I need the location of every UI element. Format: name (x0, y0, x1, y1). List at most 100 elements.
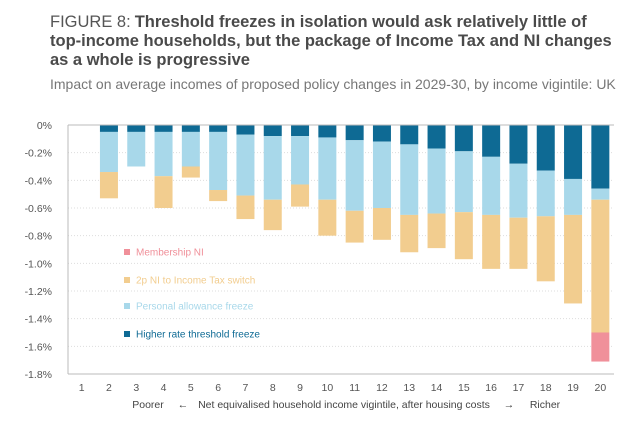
legend-swatch-personal-allowance (124, 303, 130, 309)
bar-ni-switch-20 (591, 199, 610, 333)
bar-personal-allowance-4 (154, 131, 173, 177)
x-tick-label: 17 (513, 382, 525, 394)
bar-ni-switch-15 (454, 212, 473, 260)
bar-higher-rate-4 (154, 125, 173, 132)
chart-subtitle: Impact on average incomes of proposed po… (50, 76, 616, 92)
legend-swatch-ni-switch (124, 277, 130, 283)
y-tick-label: -1.2% (25, 286, 52, 298)
bar-higher-rate-6 (209, 125, 228, 132)
bar-personal-allowance-15 (454, 151, 473, 213)
y-tick-label: -0.4% (25, 175, 52, 187)
legend-swatch-membership-ni (124, 249, 130, 255)
bar-layer (99, 125, 610, 362)
bar-higher-rate-18 (536, 125, 555, 171)
bar-higher-rate-3 (127, 125, 146, 132)
y-tick-label: -1.0% (25, 258, 52, 270)
legend-label-ni-switch: 2p NI to Income Tax switch (136, 276, 255, 287)
chart-title: FIGURE 8: Threshold freezes in isolation … (50, 13, 620, 70)
bar-personal-allowance-5 (181, 131, 200, 167)
bar-higher-rate-17 (509, 125, 528, 164)
bar-personal-allowance-14 (427, 148, 446, 214)
x-label-right-arrow: → (504, 399, 515, 411)
bar-higher-rate-2 (99, 125, 118, 132)
bar-ni-switch-16 (482, 214, 501, 269)
bar-ni-switch-4 (154, 176, 173, 208)
bar-personal-allowance-9 (291, 136, 310, 185)
x-tick-label: 6 (215, 382, 221, 394)
x-tick-label: 10 (322, 382, 334, 394)
x-tick-label: 9 (297, 382, 303, 394)
bar-personal-allowance-20 (591, 188, 610, 200)
x-label-center: Net equivalised household income viginti… (198, 399, 490, 411)
bar-personal-allowance-17 (509, 163, 528, 218)
bar-higher-rate-16 (482, 125, 501, 157)
bar-personal-allowance-16 (482, 156, 501, 215)
bar-higher-rate-14 (427, 125, 446, 149)
bar-ni-switch-11 (345, 210, 364, 243)
bar-higher-rate-9 (291, 125, 310, 137)
y-tick-label: -0.2% (25, 148, 52, 160)
bar-higher-rate-10 (318, 125, 337, 138)
bar-higher-rate-8 (263, 125, 282, 137)
bar-personal-allowance-18 (536, 170, 555, 217)
bar-personal-allowance-19 (564, 178, 583, 215)
bar-personal-allowance-2 (99, 131, 118, 173)
bar-ni-switch-6 (209, 190, 228, 202)
x-tick-label: 12 (376, 382, 388, 394)
bar-personal-allowance-8 (263, 136, 282, 200)
x-tick-label: 3 (133, 382, 139, 394)
x-tick-label: 20 (595, 382, 607, 394)
bar-personal-allowance-7 (236, 134, 255, 196)
bar-ni-switch-13 (400, 214, 419, 253)
y-tick-label: -0.6% (25, 203, 52, 215)
bar-ni-switch-5 (181, 166, 200, 178)
bar-membership-ni-20 (591, 332, 610, 362)
bar-ni-switch-18 (536, 216, 555, 282)
x-tick-label: 15 (458, 382, 470, 394)
bar-personal-allowance-13 (400, 144, 419, 215)
legend-label-higher-rate: Higher rate threshold freeze (136, 330, 260, 341)
axis-layer: 0% -0.2% -0.4% -0.6% -0.8% -1.0% -1.2% -1.4% -1.… (25, 120, 614, 394)
x-label-richer: Richer (530, 399, 561, 411)
legend-label-personal-allowance: Personal allowance freeze (136, 302, 254, 313)
bar-higher-rate-7 (236, 125, 255, 135)
x-tick-label: 5 (188, 382, 194, 394)
y-tick-label: 0% (37, 120, 52, 132)
bar-personal-allowance-3 (127, 131, 146, 167)
bar-higher-rate-19 (564, 125, 583, 179)
bar-ni-switch-10 (318, 199, 337, 236)
y-tick-label: -0.8% (25, 231, 52, 243)
bar-higher-rate-12 (372, 125, 391, 142)
title-text: Threshold freezes in isolation would ask… (50, 13, 612, 69)
legend-swatch-higher-rate (124, 331, 130, 337)
bar-personal-allowance-10 (318, 137, 337, 200)
x-label-poorer: Poorer (132, 399, 164, 411)
bar-ni-switch-9 (291, 184, 310, 207)
bar-personal-allowance-12 (372, 141, 391, 208)
x-tick-label: 4 (161, 382, 167, 394)
x-tick-label: 14 (431, 382, 443, 394)
bar-ni-switch-19 (564, 214, 583, 304)
bar-ni-switch-12 (372, 208, 391, 240)
legend-label-membership-ni: Membership NI (136, 248, 204, 259)
legend-layer: Membership NI 2p NI to Income Tax switch P… (124, 248, 260, 341)
x-tick-label: 11 (349, 382, 360, 394)
bar-higher-rate-15 (454, 125, 473, 152)
bar-ni-switch-2 (99, 172, 118, 199)
x-tick-label: 8 (270, 382, 276, 394)
bar-higher-rate-20 (591, 125, 610, 189)
bar-ni-switch-14 (427, 213, 446, 249)
x-label-left-arrow: ← (178, 399, 189, 411)
x-tick-label: 13 (403, 382, 415, 394)
x-tick-label: 19 (567, 382, 579, 394)
bar-ni-switch-17 (509, 217, 528, 269)
y-tick-label: -1.4% (25, 314, 52, 326)
bar-personal-allowance-11 (345, 140, 364, 211)
bar-ni-switch-8 (263, 199, 282, 231)
x-tick-label: 16 (485, 382, 497, 394)
bar-personal-allowance-6 (209, 131, 228, 191)
bar-ni-switch-7 (236, 195, 255, 220)
y-tick-label: -1.8% (25, 369, 52, 381)
x-tick-label: 1 (79, 382, 85, 394)
